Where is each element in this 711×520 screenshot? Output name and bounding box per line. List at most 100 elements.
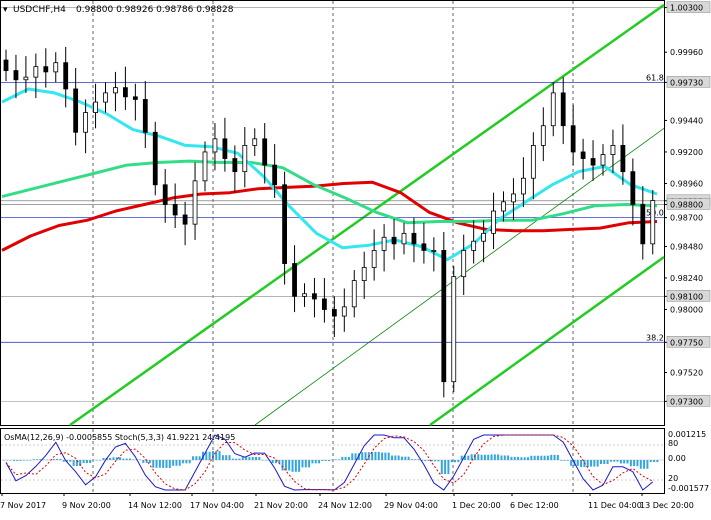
candle [640, 186, 646, 260]
osma-bar [470, 454, 473, 460]
osma-bar [241, 457, 244, 460]
time-label: 6 Dec 12:00 [510, 501, 559, 510]
osma-bar [251, 456, 254, 460]
time-label: 14 Nov 12:00 [128, 501, 182, 510]
candle [481, 220, 487, 263]
moving-averages [1, 87, 658, 262]
osma-bar [437, 460, 440, 462]
candle [43, 48, 49, 88]
osma-bar [434, 460, 437, 462]
price-label: 0.99960 [670, 48, 703, 57]
osma-bar [351, 453, 354, 460]
candlesticks [3, 46, 656, 398]
candle [162, 169, 168, 223]
osma-bar [649, 460, 652, 463]
osma-bar [477, 454, 480, 460]
osma-bar [112, 457, 115, 460]
osma-bar [543, 455, 546, 460]
candle-body-bear [570, 125, 576, 153]
osma-bar [109, 457, 112, 460]
candle [441, 232, 447, 398]
time-label: 21 Nov 20:00 [254, 501, 308, 510]
candle [172, 183, 178, 229]
osma-bar [331, 459, 334, 460]
time-label: 1 Dec 20:00 [452, 501, 501, 510]
osma-bar [12, 460, 15, 461]
osma-bar [182, 460, 185, 464]
price-label: 0.98000 [670, 305, 703, 314]
osma-bar [596, 460, 599, 467]
candle [182, 201, 188, 246]
candle-body-bear [560, 92, 566, 127]
osma-bar [265, 460, 267, 461]
price-label: 0.97750 [670, 338, 703, 347]
osma-bar [115, 457, 118, 460]
osma-bar [138, 459, 141, 460]
osma-bar [59, 458, 62, 460]
candle [242, 127, 248, 188]
osma-bar [387, 452, 390, 460]
osma-bar [42, 459, 45, 461]
osma-bar [616, 460, 619, 462]
candle-body-bull [242, 144, 248, 173]
candle [222, 117, 228, 172]
osma-bar [334, 459, 337, 460]
osma-bar [49, 459, 52, 461]
osma-bar [231, 458, 234, 460]
osma-bar [278, 460, 281, 464]
candle-body-bull [650, 200, 656, 245]
time-axis: 7 Nov 2017 9 Nov 20:00 14 Nov 12:00 17 Nov … [0, 493, 694, 510]
osma-bar [314, 460, 317, 464]
price-label-box [666, 198, 711, 210]
candle-body-bear [411, 232, 417, 245]
osma-bar [397, 455, 400, 460]
candle [272, 144, 278, 198]
candle [471, 220, 477, 264]
candle-body-bull [83, 112, 88, 133]
osma-bar [417, 459, 420, 460]
osma-bar [424, 460, 427, 461]
osma-bar [75, 460, 78, 467]
osma-bar [566, 460, 569, 461]
candle-body-bear [321, 298, 327, 310]
osma-bar [228, 455, 231, 460]
candle [232, 145, 238, 193]
osma-bar [590, 460, 593, 467]
candle-body-bear [590, 158, 596, 166]
osma-bar [318, 460, 321, 464]
channel-upper-line [69, 3, 665, 427]
candle [73, 67, 79, 146]
osma-bar [29, 460, 32, 461]
price-label: 0.98100 [670, 292, 703, 301]
candle-body-bull [431, 250, 437, 252]
chart-header-icon: ▾ [3, 5, 8, 15]
candle [451, 266, 457, 393]
price-label: 0.98800 [670, 200, 703, 209]
osma-bar [19, 460, 22, 461]
osma-bar [274, 460, 277, 464]
osma-bar [600, 460, 602, 465]
osma-bar [546, 455, 549, 460]
candle [610, 129, 616, 173]
candle [152, 121, 158, 196]
candle-body-bear [391, 236, 397, 245]
stoch-signal-line [5, 434, 654, 491]
candle [540, 107, 546, 162]
osma-bar [321, 460, 324, 462]
candle [590, 140, 596, 181]
osma-bar [82, 460, 85, 464]
price-label: 0.99440 [670, 116, 703, 125]
osma-bar [304, 460, 307, 468]
osma-bar [613, 460, 616, 462]
price-label: 0.98480 [670, 242, 703, 251]
osma-bar [162, 460, 165, 468]
osma-bar [603, 460, 606, 465]
candle-body-bull [381, 236, 387, 251]
osma-bar [337, 459, 340, 460]
time-label: 7 Nov 2017 [0, 501, 46, 510]
osma-bar [643, 460, 646, 469]
osma-bar [394, 455, 397, 460]
candle-body-bear [232, 158, 238, 173]
osma-bar [271, 460, 274, 464]
